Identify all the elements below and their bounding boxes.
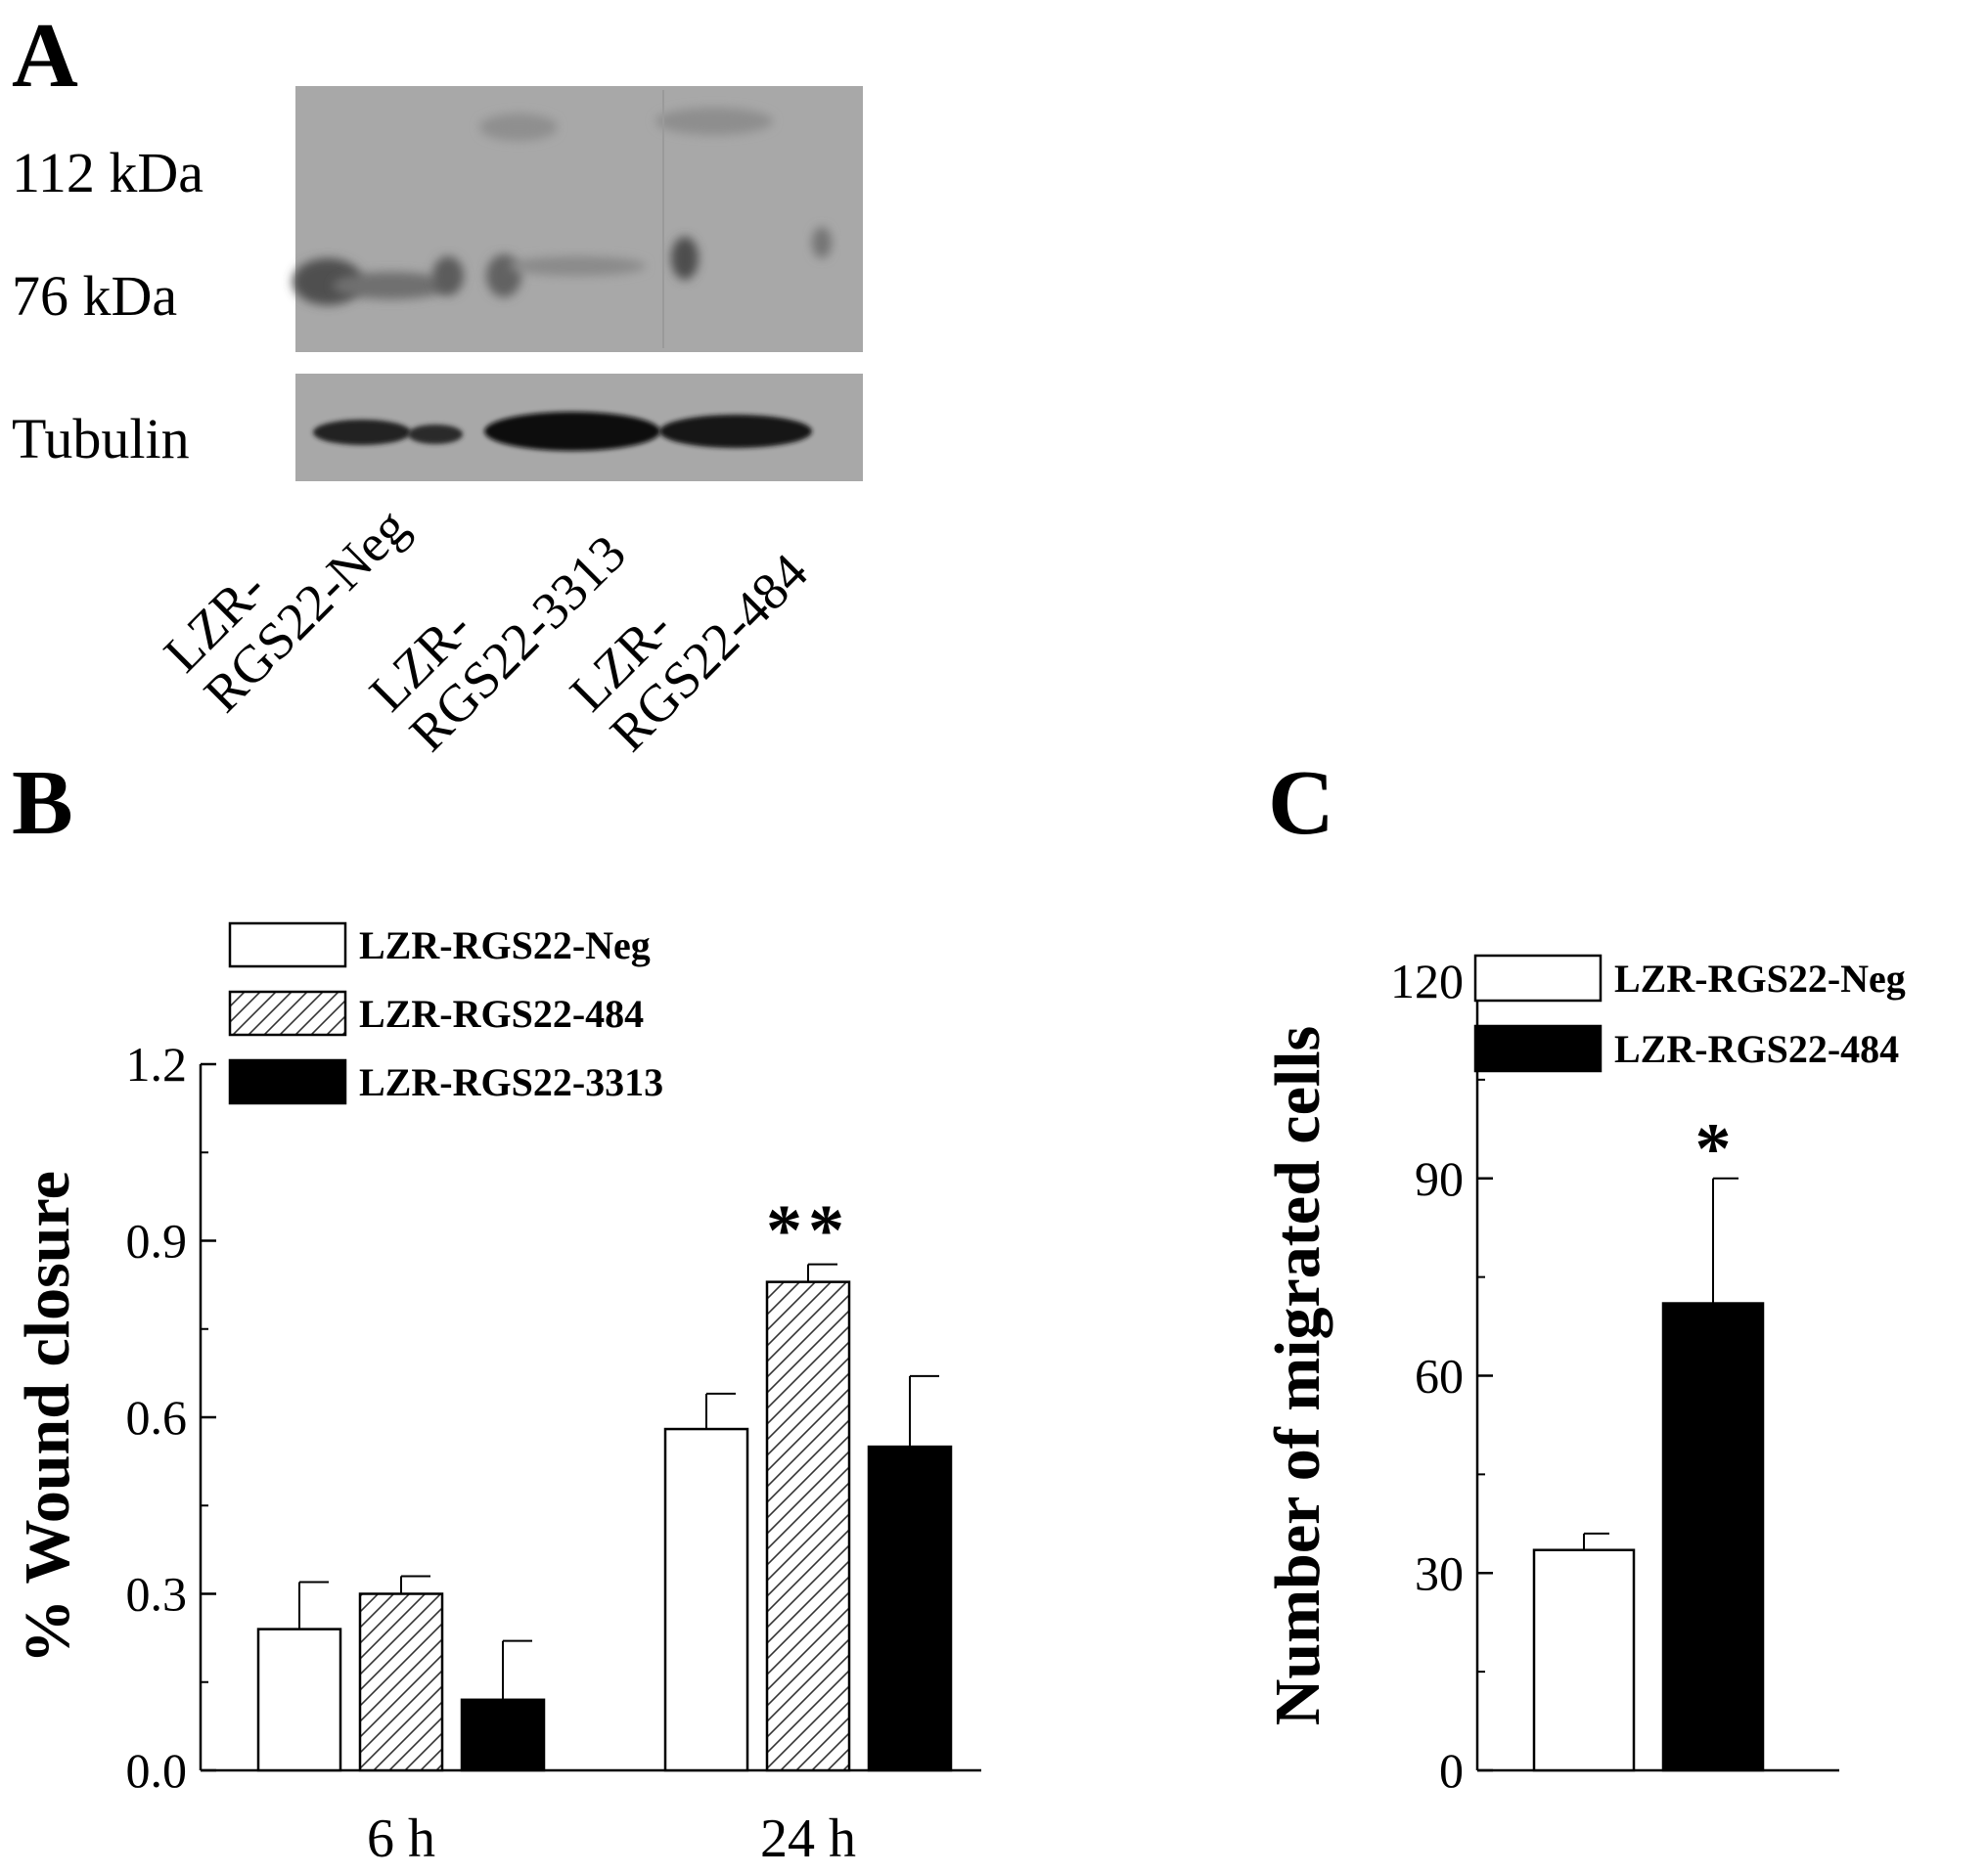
significance-marker: ** <box>766 1191 850 1272</box>
y-tick-label: 120 <box>1390 954 1464 1008</box>
y-axis-title: % Wound closure <box>12 1171 83 1664</box>
upper-blot-image <box>293 86 863 352</box>
x-category-label: 6 h <box>367 1809 435 1869</box>
legend-swatch-lzr-rgs22-484 <box>228 990 347 1037</box>
y-tick-label: 60 <box>1415 1349 1464 1404</box>
panel-b-letter: B <box>12 752 73 854</box>
significance-marker: * <box>1695 1109 1732 1189</box>
bar-lzr-rgs22-3313-24-h <box>867 1445 953 1772</box>
bar-lzr-rgs22-neg-24-h <box>663 1427 749 1772</box>
y-axis-title: Number of migrated cells <box>1262 1026 1333 1725</box>
bar-lzr-rgs22-484 <box>1661 1302 1765 1772</box>
legend-swatch-lzr-rgs22-3313 <box>228 1058 347 1105</box>
tubulin-label: Tubulin <box>12 407 190 470</box>
legend-label-lzr-rgs22-484: LZR-RGS22-484 <box>1614 1027 1899 1071</box>
bar-lzr-rgs22-neg <box>1532 1548 1636 1772</box>
bar-lzr-rgs22-neg-6-h <box>256 1628 342 1772</box>
y-tick-label: 0.0 <box>126 1743 188 1798</box>
legend-label-lzr-rgs22-neg: LZR-RGS22-Neg <box>359 923 651 967</box>
legend-label-lzr-rgs22-neg: LZR-RGS22-Neg <box>1614 957 1906 1001</box>
marker-76-kda-label: 76 kDa <box>12 264 177 328</box>
legend-swatch-lzr-rgs22-neg <box>1473 954 1603 1003</box>
y-tick-label: 0.3 <box>126 1567 188 1622</box>
marker-112-kda-label: 112 kDa <box>12 141 203 204</box>
y-tick-label: 0.9 <box>126 1214 188 1269</box>
panel-c-letter: C <box>1268 752 1334 854</box>
bar-lzr-rgs22-3313-6-h <box>460 1698 546 1772</box>
panel-a-letter: A <box>12 5 78 107</box>
tubulin-blot-image <box>295 374 863 481</box>
bar-lzr-rgs22-484-24-h <box>765 1280 851 1772</box>
wound-closure-chart: 0.0 0.3 0.6 0.9 1.2 % Wound closure ** 6 h 24 h L… <box>12 921 981 1869</box>
legend-swatch-lzr-rgs22-484 <box>1473 1024 1603 1073</box>
legend-label-lzr-rgs22-3313: LZR-RGS22-3313 <box>359 1060 663 1104</box>
y-tick-label: 90 <box>1415 1151 1464 1206</box>
bar-lzr-rgs22-484-6-h <box>358 1592 444 1772</box>
y-tick-label: 1.2 <box>126 1037 188 1092</box>
migrated-cells-chart: 0 30 60 90 120 Number of migrated cells * LZR-R… <box>1262 954 1906 1798</box>
y-tick-label: 0.6 <box>126 1390 188 1445</box>
y-tick-label: 30 <box>1415 1545 1464 1600</box>
y-tick-label: 0 <box>1439 1743 1464 1798</box>
legend-swatch-lzr-rgs22-neg <box>228 921 347 968</box>
x-category-label: 24 h <box>760 1809 856 1869</box>
legend-label-lzr-rgs22-484: LZR-RGS22-484 <box>359 992 644 1036</box>
